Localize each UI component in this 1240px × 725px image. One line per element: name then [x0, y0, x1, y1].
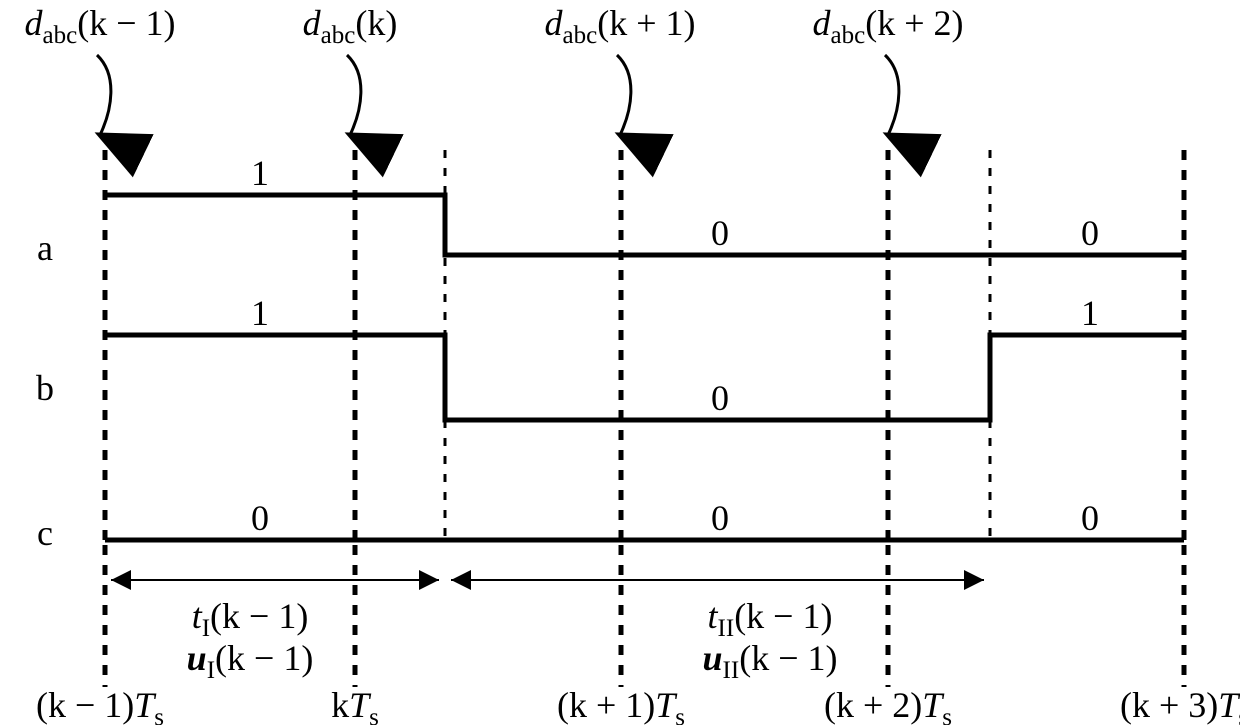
- d-label: dabc(k − 1): [25, 3, 176, 49]
- time-label: kTs: [331, 685, 379, 725]
- wave-value: 0: [711, 213, 729, 253]
- d-label: dabc(k + 1): [545, 3, 696, 49]
- top-labels: dabc(k − 1) dabc(k) dabc(k + 1) dabc(k + 2): [25, 3, 964, 135]
- wave-value: 1: [251, 293, 269, 333]
- waveform-a: [105, 195, 1184, 255]
- phase-label-a: a: [37, 228, 53, 268]
- wave-value: 1: [251, 153, 269, 193]
- d-label: dabc(k): [303, 3, 398, 49]
- d-label: dabc(k + 2): [813, 3, 964, 49]
- time-label: (k + 3)Ts: [1120, 685, 1240, 725]
- interval-t-label: tI(k − 1): [192, 596, 309, 642]
- wave-value: 0: [251, 498, 269, 538]
- time-label: (k + 2)Ts: [824, 685, 952, 725]
- intervals: tI(k − 1)uI(k − 1) tII(k − 1)uII(k − 1): [111, 580, 984, 684]
- wave-value: 0: [711, 378, 729, 418]
- wave-value: 0: [711, 498, 729, 538]
- wave-value: 1: [1081, 293, 1099, 333]
- bottom-labels: (k − 1)Ts kTs (k + 1)Ts (k + 2)Ts (k + 3)Ts: [36, 685, 1240, 725]
- wave-value: 0: [1081, 213, 1099, 253]
- interval-t-label: tII(k − 1): [708, 596, 833, 642]
- phase-label-c: c: [37, 513, 53, 553]
- waveform-b: [105, 335, 1184, 420]
- phase-label-b: b: [36, 368, 54, 408]
- interval-u-label: uI(k − 1): [187, 638, 314, 684]
- time-label: (k + 1)Ts: [557, 685, 685, 725]
- timing-diagram: dabc(k − 1) dabc(k) dabc(k + 1) dabc(k + 2)…: [0, 0, 1240, 725]
- wave-value: 0: [1081, 498, 1099, 538]
- interval-u-label: uII(k − 1): [703, 638, 838, 684]
- waveforms: a 1 0 0 b 1 0 1 c 0 0 0: [36, 153, 1184, 553]
- time-label: (k − 1)Ts: [36, 685, 164, 725]
